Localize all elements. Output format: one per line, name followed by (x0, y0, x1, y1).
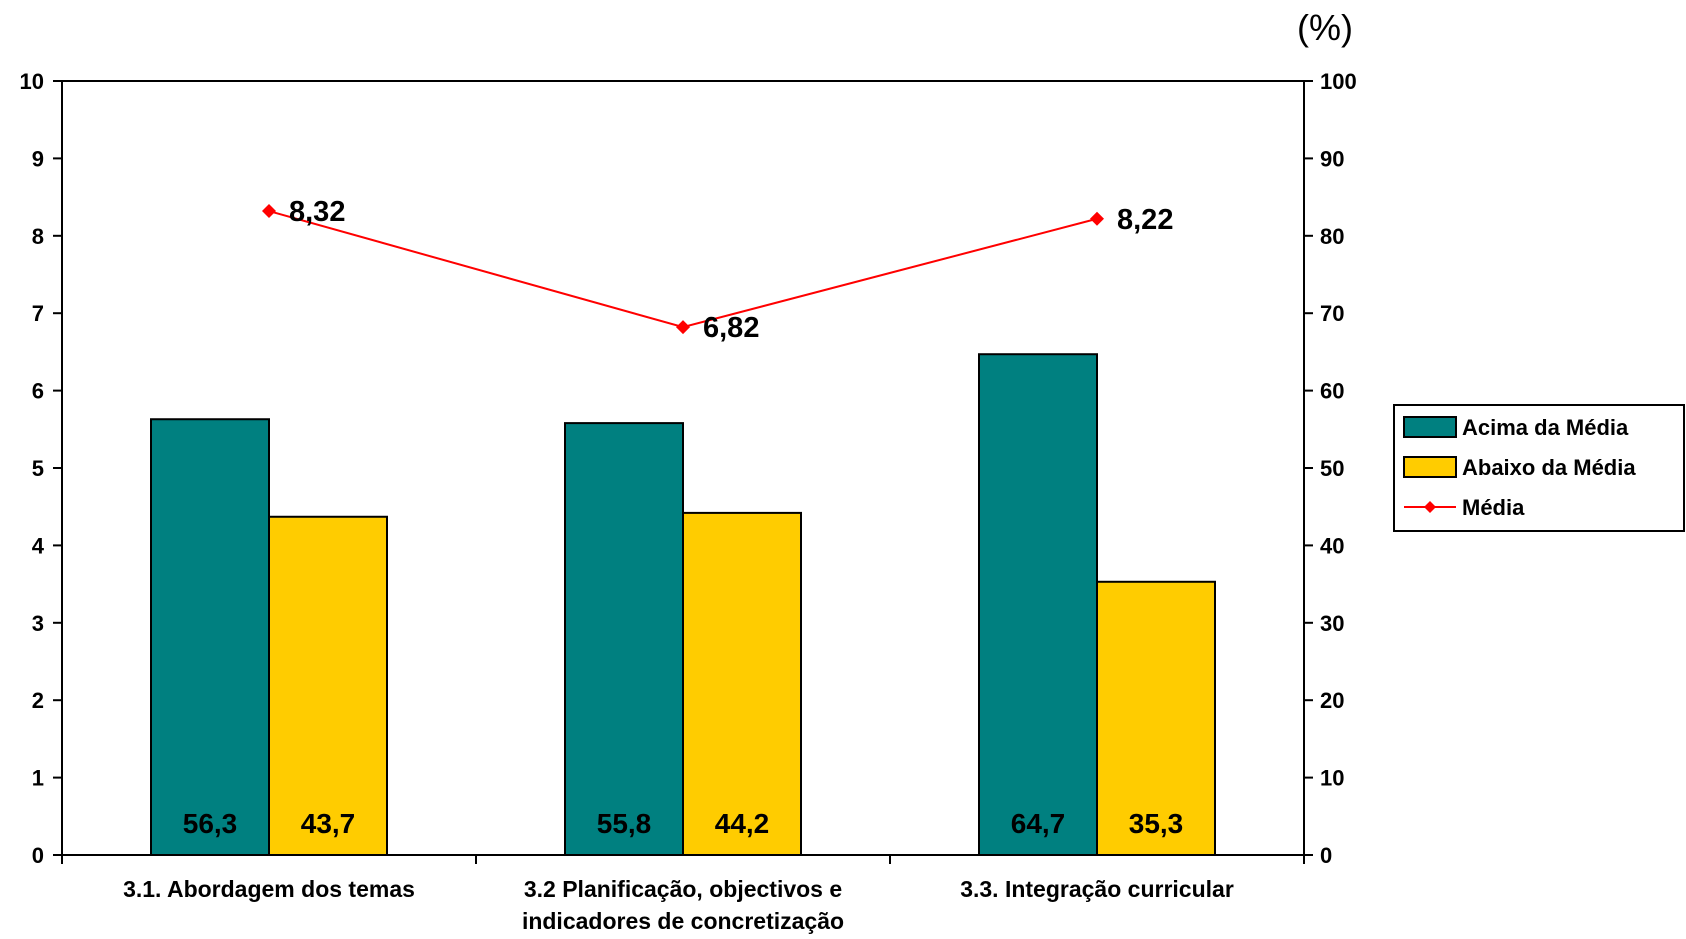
right-tick-label: 10 (1320, 766, 1344, 791)
legend-swatch-marker (1424, 501, 1436, 513)
category-label-line: 3.1. Abordagem dos temas (123, 876, 415, 902)
legend-label: Abaixo da Média (1462, 455, 1636, 480)
right-tick-label: 0 (1320, 843, 1332, 868)
bar-value-label: 44,2 (715, 808, 770, 839)
left-tick-label: 9 (32, 146, 44, 171)
mean-point (1090, 211, 1104, 226)
right-axis-unit: (%) (1297, 7, 1353, 48)
category-label-line: 3.3. Integração curricular (960, 876, 1234, 902)
mean-value-label: 6,82 (703, 312, 759, 344)
bar-value-label: 56,3 (183, 808, 238, 839)
right-tick-label: 30 (1320, 611, 1344, 636)
left-axis: 0 1 2 3 4 5 6 7 8 9 10 (20, 69, 62, 868)
category-label: 3.1. Abordagem dos temas (123, 876, 415, 902)
mean-point (262, 204, 276, 219)
left-tick-label: 6 (32, 379, 44, 404)
x-axis: 3.1. Abordagem dos temas 3.2 Planificação… (61, 855, 1305, 934)
bar-abaixo-2 (682, 511, 802, 857)
legend-label: Acima da Média (1462, 415, 1629, 440)
bars: 56,3 43,7 55,8 44,2 64,7 35,3 (150, 353, 1216, 857)
left-tick-label: 5 (32, 456, 44, 481)
bar-value-label: 64,7 (1011, 808, 1066, 839)
right-axis: 0 10 20 30 40 50 60 70 80 90 100 (1304, 69, 1357, 868)
bar-abaixo-3 (1096, 580, 1216, 856)
mean-value-label: 8,32 (289, 196, 345, 228)
left-tick-label: 2 (32, 688, 44, 713)
left-tick-label: 1 (32, 766, 44, 791)
right-tick-label: 90 (1320, 146, 1344, 171)
left-tick-label: 0 (32, 843, 44, 868)
legend: Acima da Média Abaixo da Média Média (1393, 404, 1685, 532)
right-tick-label: 80 (1320, 224, 1344, 249)
left-tick-label: 3 (32, 611, 44, 636)
right-tick-label: 40 (1320, 533, 1344, 558)
right-tick-label: 60 (1320, 379, 1344, 404)
right-tick-label: 70 (1320, 301, 1344, 326)
mean-line: 8,32 6,82 8,22 (262, 196, 1173, 344)
right-tick-label: 100 (1320, 69, 1357, 94)
category-label-line: indicadores de concretização (522, 908, 844, 934)
bar-acima-2 (564, 422, 684, 856)
right-tick-label: 50 (1320, 456, 1344, 481)
legend-swatch (1403, 416, 1457, 438)
mean-value-label: 8,22 (1117, 204, 1173, 236)
legend-swatch (1403, 456, 1457, 478)
category-label: 3.2 Planificação, objectivos e indicadore… (522, 876, 844, 934)
right-tick-label: 20 (1320, 688, 1344, 713)
legend-label: Média (1462, 495, 1525, 520)
left-tick-label: 4 (32, 533, 45, 558)
left-tick-label: 7 (32, 301, 44, 326)
category-label-line: 3.2 Planificação, objectivos e (524, 876, 842, 902)
left-tick-label: 10 (20, 69, 44, 94)
bar-value-label: 35,3 (1129, 808, 1184, 839)
bar-value-label: 55,8 (597, 808, 652, 839)
category-label: 3.3. Integração curricular (960, 876, 1234, 902)
bar-acima-3 (978, 353, 1098, 856)
left-tick-label: 8 (32, 224, 44, 249)
mean-point (676, 320, 690, 335)
bar-value-label: 43,7 (301, 808, 356, 839)
bar-acima-1 (150, 418, 270, 856)
bar-abaixo-1 (268, 515, 388, 857)
